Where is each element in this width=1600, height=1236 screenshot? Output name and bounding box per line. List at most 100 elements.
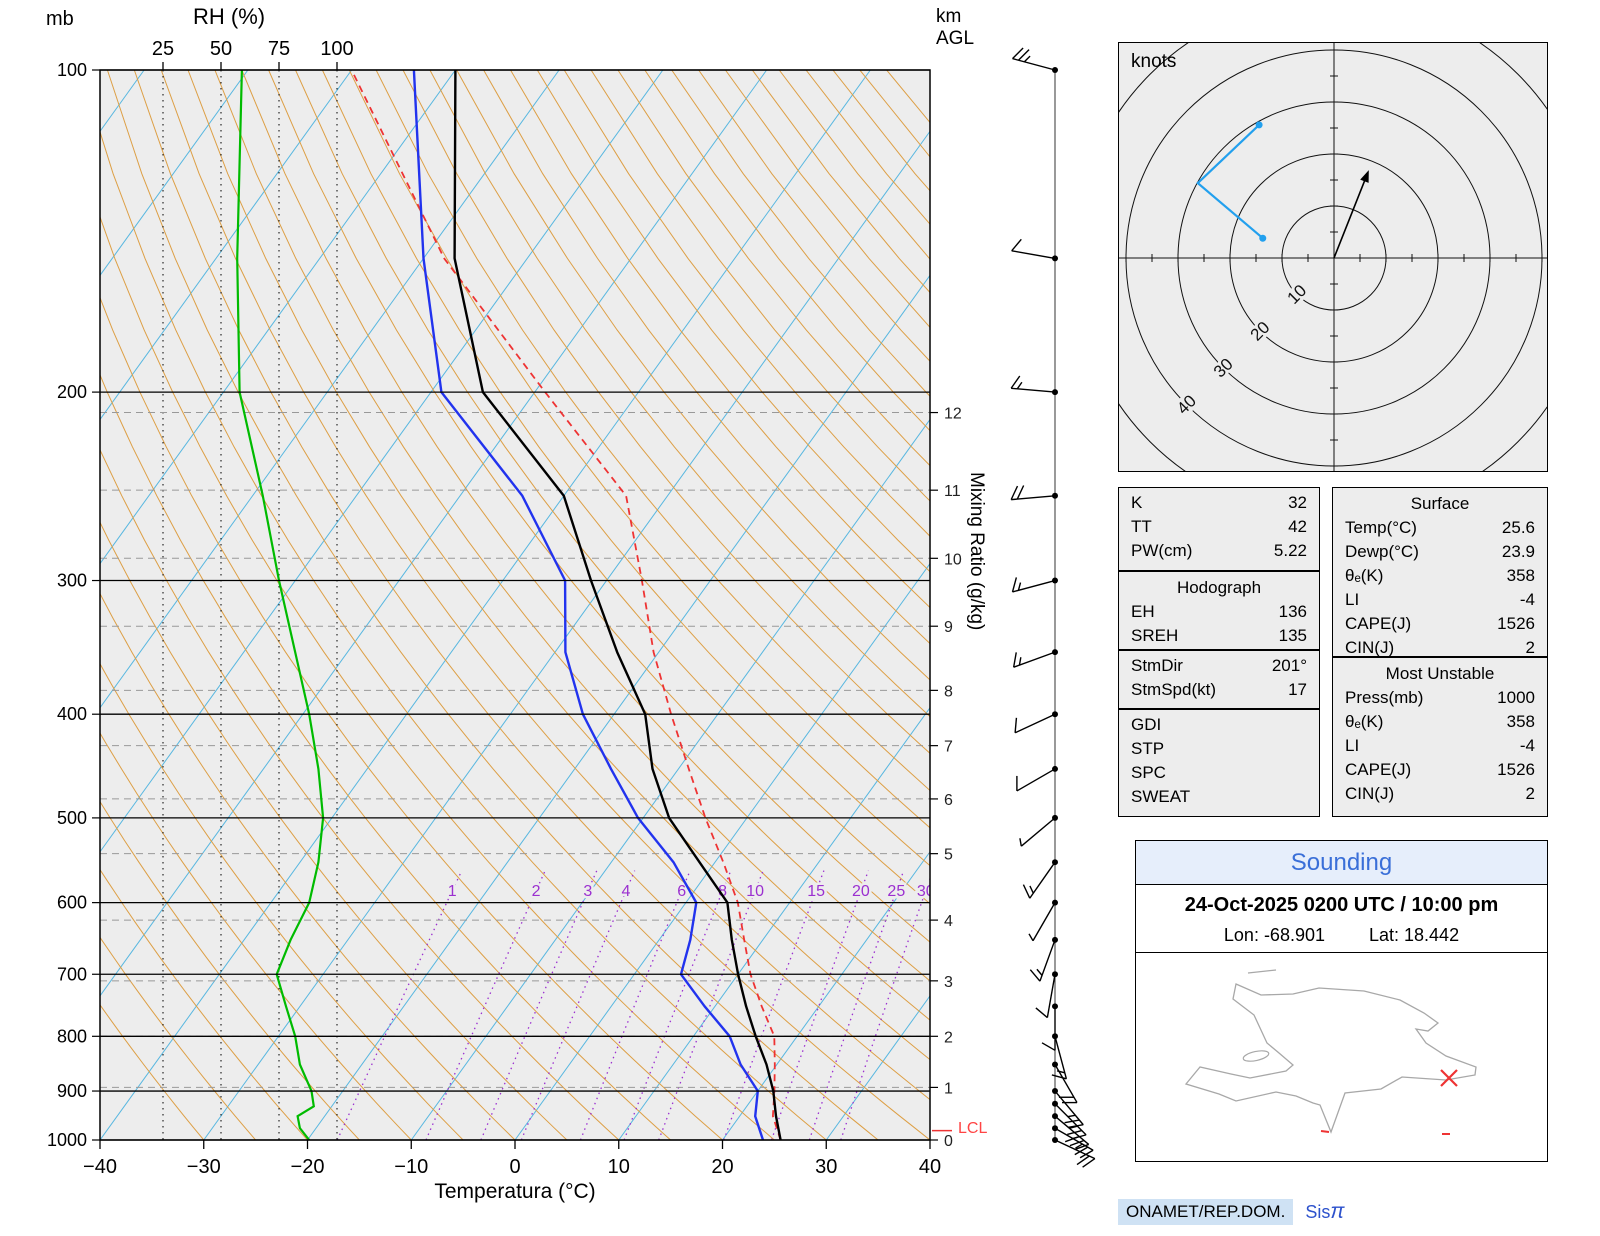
wind-level-dot xyxy=(1052,936,1058,943)
wind-barb xyxy=(1028,902,1056,942)
stat-value: 1526 xyxy=(1497,760,1535,779)
dry-adiabat-line xyxy=(133,70,930,1140)
hispaniola-map xyxy=(1184,969,1477,1135)
wind-level-dot xyxy=(1052,389,1058,396)
footer-brand: Sisπ xyxy=(1305,1200,1344,1224)
wind-barb xyxy=(1010,375,1056,393)
dry-adiabat-line xyxy=(563,70,930,537)
mixing-ratio-label: 25 xyxy=(887,883,905,900)
table-row: STP xyxy=(1119,737,1319,761)
stat-value: 32 xyxy=(1288,493,1307,512)
mixing-ratio-label: 30 xyxy=(917,883,935,900)
wind-level-dot xyxy=(1052,492,1058,499)
isotherm-line xyxy=(100,70,353,421)
stat-value: 135 xyxy=(1278,626,1307,645)
footer-agency: ONAMET/REP.DOM. xyxy=(1118,1199,1294,1225)
temp-tick-label: −20 xyxy=(291,1156,325,1178)
dewpoint-trace xyxy=(412,70,765,1140)
stat-label: TT xyxy=(1131,517,1152,536)
rh-tick-label: 100 xyxy=(320,38,353,60)
table-row: SWEAT xyxy=(1119,785,1319,809)
km-tick-label: 8 xyxy=(944,683,953,700)
mixing-ratio-label: 2 xyxy=(532,883,541,900)
stat-label: θₑ(K) xyxy=(1345,566,1384,585)
dry-adiabat-line xyxy=(429,70,930,718)
x-axis-title: Temperatura (°C) xyxy=(434,1180,596,1203)
stat-value: 358 xyxy=(1506,566,1535,585)
stat-label: CIN(J) xyxy=(1345,784,1395,803)
rh-tick-label: 50 xyxy=(210,38,232,60)
most-unstable-rows: Press(mb) 1000 θₑ(K) 358 LI -4 CAPE(J) 1526 CIN(… xyxy=(1333,686,1547,806)
stat-value: 23.9 xyxy=(1501,542,1535,561)
km-tick-label: 9 xyxy=(944,619,953,636)
wind-level-dot xyxy=(1052,1088,1058,1095)
dry-adiabat-line xyxy=(100,130,828,1140)
pressure-tick-label: 600 xyxy=(57,893,87,913)
dry-adiabat-line xyxy=(100,800,361,1140)
km-tick-label: 11 xyxy=(944,483,961,500)
surface-table-rows: Temp(°C) 25.6 Dewp(°C) 23.9 θₑ(K) 358 LI -4 CAPE… xyxy=(1333,516,1547,660)
dry-adiabat-line xyxy=(375,70,930,792)
hodograph-panel: 10 20 30 40 knots xyxy=(1073,0,1595,519)
mixing-ratio-label: 8 xyxy=(718,883,727,900)
dry-adiabat-line xyxy=(100,215,776,1140)
km-tick-label: 5 xyxy=(944,847,953,864)
hodograph-units-label: knots xyxy=(1131,51,1177,72)
wind-barb xyxy=(1014,713,1056,734)
wind-level-dot xyxy=(1052,1061,1058,1068)
isotherm-line xyxy=(307,274,930,1140)
table-row: Temp(°C) 25.6 xyxy=(1333,516,1547,540)
plot-background xyxy=(100,70,930,1140)
isotherm-line xyxy=(100,70,871,1140)
pressure-tick-label: 300 xyxy=(57,571,87,591)
dry-adiabat-line xyxy=(106,70,879,1140)
stat-label: Dewp(°C) xyxy=(1345,542,1419,561)
stat-value: 17 xyxy=(1288,680,1307,699)
isotherm-line xyxy=(100,70,664,853)
dry-adiabat-line xyxy=(100,448,620,1140)
temp-tick-label: −40 xyxy=(83,1156,117,1178)
wind-level-dot xyxy=(1052,765,1058,772)
km-tick-label: 6 xyxy=(944,792,953,809)
pressure-tick-label: 800 xyxy=(57,1026,87,1046)
stat-value: 5.22 xyxy=(1273,541,1307,560)
dry-adiabat-line xyxy=(187,70,930,1061)
isotherm-line xyxy=(100,70,456,565)
stat-label: CAPE(J) xyxy=(1345,614,1412,633)
stat-value: 1000 xyxy=(1497,688,1535,707)
wind-barb xyxy=(1029,939,1056,982)
stat-label: Temp(°C) xyxy=(1345,518,1417,537)
hodograph-endpoint-dot xyxy=(1255,121,1263,129)
wind-level-dot xyxy=(1052,711,1058,718)
table-row: GDI xyxy=(1119,713,1319,737)
dry-adiabat-line xyxy=(268,70,930,943)
wind-level-dot xyxy=(1052,971,1058,978)
dry-adiabat-line xyxy=(321,70,930,867)
table-row: SREH 135 xyxy=(1119,624,1319,648)
dry-adiabat-line xyxy=(348,70,930,829)
wind-level-dot xyxy=(1052,1100,1058,1107)
storm-motion-arrow xyxy=(1333,175,1368,259)
tortue-island xyxy=(1247,969,1277,974)
misc-indices-table: GDI STP SPC SWEAT xyxy=(1118,709,1320,817)
dry-adiabat-line xyxy=(295,70,930,905)
pressure-axis-unit: mb xyxy=(46,8,74,30)
wind-barb xyxy=(1054,1127,1094,1159)
table-row: θₑ(K) 358 xyxy=(1333,710,1547,734)
wind-barb xyxy=(1022,861,1056,899)
mixing-ratio-line xyxy=(770,870,870,1140)
hodograph-stats-rows: EH 136 SREH 135 xyxy=(1119,600,1319,648)
temp-tick-label: 40 xyxy=(919,1156,941,1178)
isotherm-line xyxy=(100,70,768,997)
wind-level-dot xyxy=(1052,1113,1058,1120)
hodograph-endpoint-dot xyxy=(1259,234,1267,242)
stat-label: SPC xyxy=(1131,763,1166,782)
stat-value: 2 xyxy=(1525,638,1535,657)
sounding-panel: Sounding 24-Oct-2025 0200 UTC / 10:00 pm… xyxy=(1135,840,1548,1162)
mixing-ratio-label: 4 xyxy=(622,883,631,900)
hodograph-stats-table: Hodograph EH 136 SREH 135 xyxy=(1118,571,1320,650)
table-row: StmSpd(kt) 17 xyxy=(1119,678,1319,702)
table-row: Dewp(°C) 23.9 xyxy=(1333,540,1547,564)
footer-bar: ONAMET/REP.DOM. Sisπ xyxy=(1118,1198,1548,1226)
stat-label: SWEAT xyxy=(1131,787,1191,806)
